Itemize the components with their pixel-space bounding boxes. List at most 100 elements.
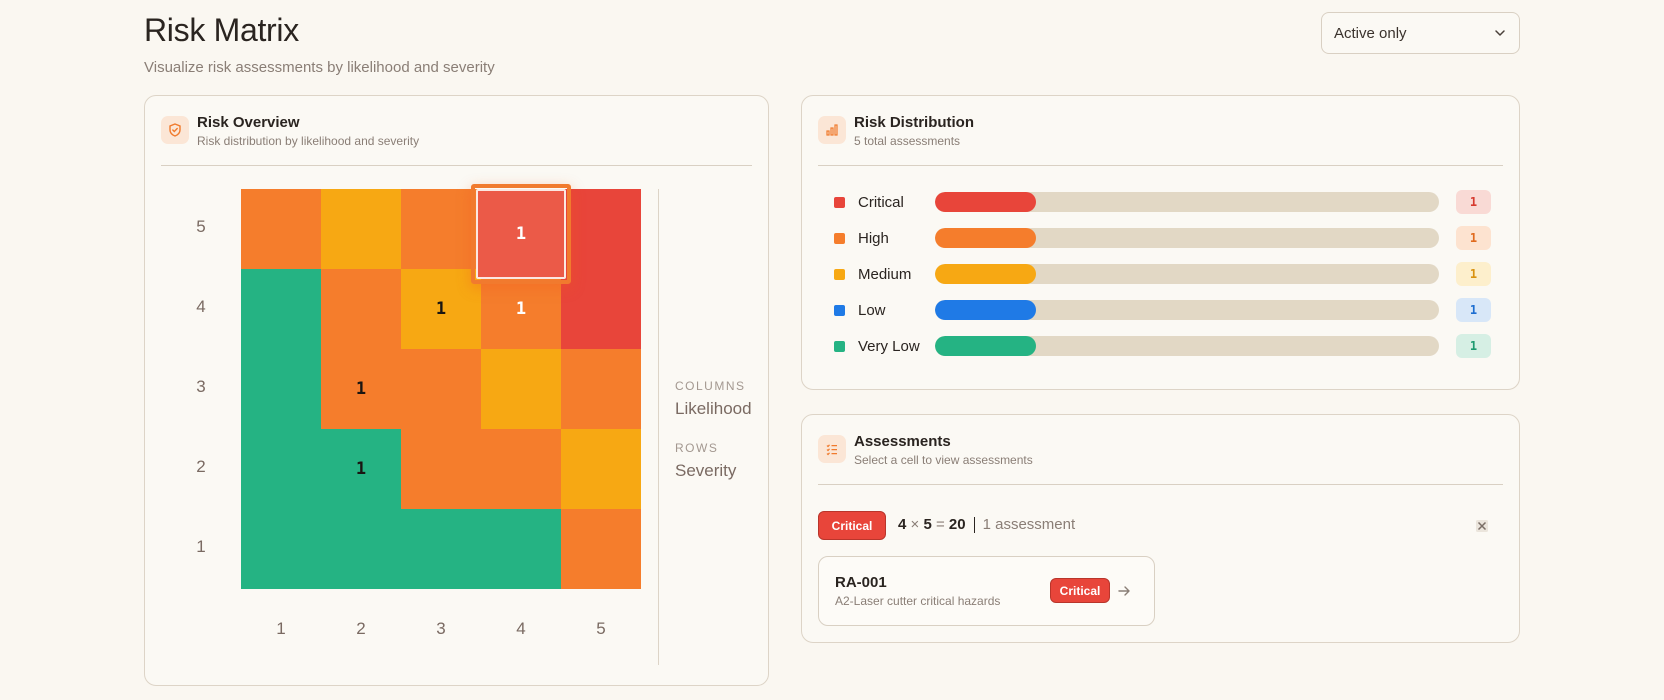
distribution-bar-fill	[935, 228, 1036, 248]
distribution-bar-fill	[935, 192, 1036, 212]
matrix-cell[interactable]	[561, 349, 641, 429]
distribution-row: Medium 1	[834, 262, 1491, 286]
matrix-cell[interactable]	[401, 509, 481, 589]
severity-row-label: 4	[196, 297, 206, 316]
matrix-cell[interactable]	[241, 189, 321, 269]
matrix-cell[interactable]: 1	[401, 269, 481, 349]
legend-swatch	[834, 232, 845, 244]
columns-legend: COLUMNS Likelihood	[675, 379, 752, 419]
matrix-cell-selected[interactable]: 1	[476, 189, 566, 279]
card-title: Assessments	[854, 433, 951, 450]
legend-swatch	[834, 304, 845, 316]
card-subtitle: Select a cell to view assessments	[854, 453, 1033, 467]
formula-likelihood: 4	[898, 516, 907, 533]
matrix-cell[interactable]	[241, 509, 321, 589]
matrix-cell[interactable]	[561, 189, 641, 269]
distribution-bar-track	[935, 336, 1439, 356]
selection-info: 4 × 5 = 20 1 assessment	[898, 516, 1075, 533]
severity-row-label: 2	[196, 457, 206, 476]
page-subtitle: Visualize risk assessments by likelihood…	[144, 59, 495, 76]
separator	[973, 516, 975, 533]
assessment-level-badge: Critical	[1050, 578, 1110, 603]
selection-level-badge: Critical	[818, 511, 886, 540]
matrix-cell[interactable]	[241, 429, 321, 509]
bar-chart-icon	[818, 116, 846, 144]
distribution-label: Medium	[858, 265, 912, 283]
matrix-cell[interactable]	[481, 509, 561, 589]
assessments-card: Assessments Select a cell to view assess…	[801, 414, 1520, 643]
matrix-cell[interactable]: 1	[321, 429, 401, 509]
distribution-count-badge: 1	[1456, 262, 1491, 286]
likelihood-column-label: 3	[436, 619, 446, 638]
matrix-cell[interactable]	[241, 349, 321, 429]
formula-equals: =	[935, 516, 945, 533]
status-filter-select[interactable]: Active only	[1321, 12, 1520, 54]
clear-selection-icon[interactable]	[1475, 519, 1489, 533]
distribution-bar-fill	[935, 336, 1036, 356]
matrix-cell[interactable]	[561, 509, 641, 589]
matrix-cell[interactable]	[321, 189, 401, 269]
legend-swatch	[834, 268, 845, 280]
distribution-label: High	[858, 229, 889, 247]
assessment-count: 1 assessment	[982, 516, 1076, 533]
chevron-down-icon	[1493, 26, 1507, 40]
likelihood-column-label: 5	[596, 619, 606, 638]
matrix-cell[interactable]	[401, 189, 481, 269]
distribution-row: High 1	[834, 226, 1491, 250]
page-header: Risk Matrix Visualize risk assessments b…	[144, 12, 495, 76]
severity-row-label: 3	[196, 377, 206, 396]
distribution-label: Very Low	[858, 337, 920, 355]
divider	[818, 165, 1503, 166]
filter-selected-value: Active only	[1334, 24, 1407, 42]
distribution-bar-track	[935, 228, 1439, 248]
assessment-description: A2-Laser cutter critical hazards	[835, 594, 1001, 608]
distribution-bar-track	[935, 192, 1439, 212]
card-subtitle: 5 total assessments	[854, 134, 961, 148]
checklist-icon	[818, 435, 846, 463]
card-title: Risk Distribution	[854, 114, 975, 131]
matrix-cell[interactable]	[561, 429, 641, 509]
severity-row-label: 1	[196, 537, 206, 556]
matrix-cell[interactable]	[401, 349, 481, 429]
matrix-cell[interactable]	[481, 349, 561, 429]
assessment-id: RA-001	[835, 574, 887, 591]
selection-formula: 4 × 5 = 20	[898, 516, 966, 533]
distribution-bar-track	[935, 264, 1439, 284]
divider	[818, 484, 1503, 485]
formula-score: 20	[948, 516, 966, 533]
matrix-cell[interactable]: 1	[321, 349, 401, 429]
distribution-label: Low	[858, 301, 886, 319]
distribution-bar-fill	[935, 300, 1036, 320]
page-title: Risk Matrix	[144, 12, 299, 48]
distribution-row: Very Low 1	[834, 334, 1491, 358]
card-title: Risk Overview	[197, 114, 300, 131]
distribution-row: Low 1	[834, 298, 1491, 322]
assessment-item[interactable]: RA-001 A2-Laser cutter critical hazards …	[818, 556, 1155, 626]
matrix-cell[interactable]	[481, 429, 561, 509]
distribution-bar-fill	[935, 264, 1036, 284]
arrow-right-icon	[1117, 584, 1131, 598]
likelihood-column-label: 2	[356, 619, 366, 638]
distribution-row: Critical 1	[834, 190, 1491, 214]
distribution-count-badge: 1	[1456, 190, 1491, 214]
legend-swatch	[834, 340, 845, 352]
formula-times: ×	[910, 516, 920, 533]
columns-key: COLUMNS	[675, 379, 746, 393]
rows-value: Severity	[675, 461, 737, 480]
card-subtitle: Risk distribution by likelihood and seve…	[197, 134, 420, 148]
distribution-count-badge: 1	[1456, 226, 1491, 250]
severity-row-label: 5	[196, 217, 206, 236]
distribution-count-badge: 1	[1456, 298, 1491, 322]
matrix-cell[interactable]: 1	[481, 269, 561, 349]
matrix-cell[interactable]	[561, 269, 641, 349]
rows-legend: ROWS Severity	[675, 441, 736, 481]
risk-overview-card: Risk Overview Risk distribution by likel…	[144, 95, 769, 686]
distribution-label: Critical	[858, 193, 904, 211]
rows-key: ROWS	[675, 441, 719, 455]
axis-divider	[658, 189, 659, 665]
matrix-cell[interactable]	[321, 509, 401, 589]
legend-swatch	[834, 196, 845, 208]
matrix-cell[interactable]	[321, 269, 401, 349]
matrix-cell[interactable]	[401, 429, 481, 509]
matrix-cell[interactable]	[241, 269, 321, 349]
